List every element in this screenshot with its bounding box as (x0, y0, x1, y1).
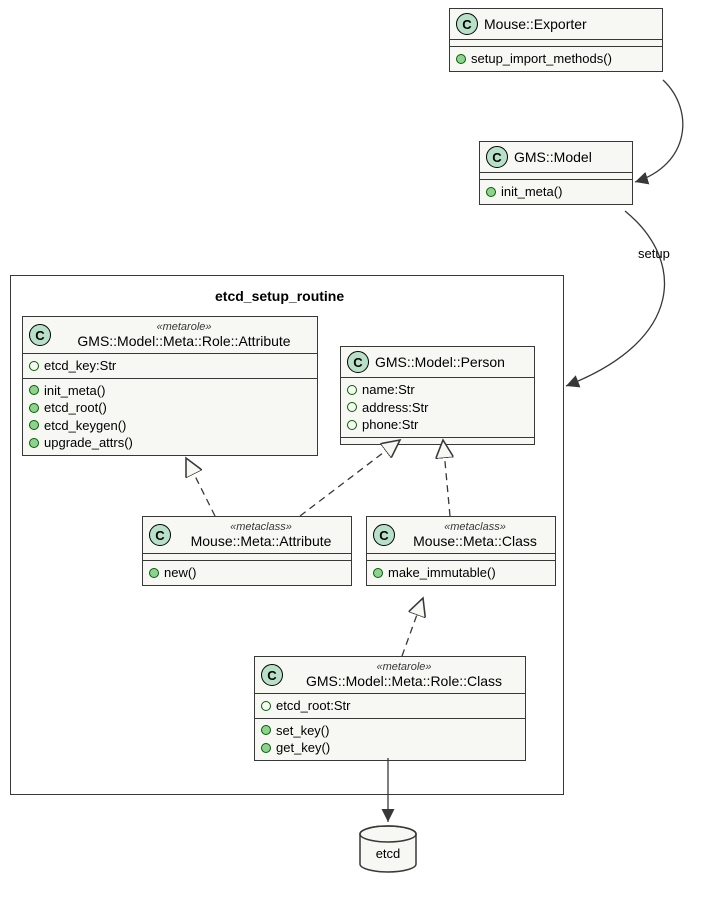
visibility-package-icon (347, 385, 357, 395)
class-meta-attribute: C «metaclass» Mouse::Meta::Attribute new… (142, 516, 352, 586)
class-methods: setup_import_methods() (450, 47, 662, 71)
class-attrs: etcd_key:Str (23, 354, 317, 379)
attr-label: phone:Str (362, 416, 418, 434)
method-row: get_key() (261, 739, 519, 757)
method-label: init_meta() (44, 382, 105, 400)
edge-exporter-to-model (635, 80, 683, 182)
method-label: setup_import_methods() (471, 50, 612, 68)
visibility-public-icon (29, 385, 39, 395)
class-icon: C (29, 324, 51, 346)
visibility-public-icon (261, 743, 271, 753)
class-meta-class: C «metaclass» Mouse::Meta::Class make_im… (366, 516, 556, 586)
class-icon: C (456, 13, 478, 35)
package-title: etcd_setup_routine (215, 288, 344, 304)
attr-row: address:Str (347, 399, 528, 417)
method-label: init_meta() (501, 183, 562, 201)
attr-label: etcd_root:Str (276, 697, 350, 715)
class-gms-model: C GMS::Model init_meta() (479, 141, 633, 205)
class-methods-empty (341, 438, 534, 444)
visibility-public-icon (29, 420, 39, 430)
class-mouse-exporter: C Mouse::Exporter setup_import_methods() (449, 8, 663, 72)
attr-label: name:Str (362, 381, 415, 399)
class-icon: C (261, 664, 283, 686)
database-label: etcd (376, 846, 401, 861)
stereotype-label: «metarole» (156, 321, 211, 333)
attr-row: name:Str (347, 381, 528, 399)
stereotype-label: «metarole» (376, 661, 431, 673)
class-icon: C (347, 351, 369, 373)
method-label: new() (164, 564, 197, 582)
class-methods: init_meta() etcd_root() etcd_keygen() up… (23, 379, 317, 455)
class-icon: C (149, 524, 171, 546)
visibility-public-icon (486, 187, 496, 197)
attr-label: address:Str (362, 399, 428, 417)
method-row: new() (149, 564, 345, 582)
visibility-public-icon (29, 438, 39, 448)
class-attrs-empty (450, 40, 662, 47)
attr-row: etcd_root:Str (261, 697, 519, 715)
class-methods: init_meta() (480, 180, 632, 204)
method-label: upgrade_attrs() (44, 434, 133, 452)
class-role-class: C «metarole» GMS::Model::Meta::Role::Cla… (254, 656, 526, 761)
method-label: etcd_root() (44, 399, 107, 417)
class-attrs: name:Str address:Str phone:Str (341, 378, 534, 438)
attr-label: etcd_key:Str (44, 357, 116, 375)
class-name-label: Mouse::Meta::Class (413, 533, 537, 549)
method-row: upgrade_attrs() (29, 434, 311, 452)
class-name-label: GMS::Model::Meta::Role::Attribute (77, 333, 290, 349)
method-row: init_meta() (486, 183, 626, 201)
visibility-public-icon (373, 568, 383, 578)
visibility-package-icon (29, 361, 39, 371)
class-name-label: GMS::Model::Meta::Role::Class (306, 673, 502, 689)
method-row: set_key() (261, 722, 519, 740)
class-icon: C (373, 524, 395, 546)
class-methods: make_immutable() (367, 561, 555, 585)
method-row: etcd_root() (29, 399, 311, 417)
visibility-package-icon (347, 420, 357, 430)
method-row: init_meta() (29, 382, 311, 400)
visibility-public-icon (29, 403, 39, 413)
method-label: get_key() (276, 739, 330, 757)
visibility-public-icon (149, 568, 159, 578)
class-attrs-empty (143, 554, 351, 561)
class-role-attribute: C «metarole» GMS::Model::Meta::Role::Att… (22, 316, 318, 456)
method-label: make_immutable() (388, 564, 496, 582)
class-name-label: GMS::Model::Person (375, 354, 505, 370)
visibility-package-icon (261, 701, 271, 711)
class-methods: new() (143, 561, 351, 585)
class-attrs-empty (480, 173, 632, 180)
method-label: set_key() (276, 722, 329, 740)
attr-row: phone:Str (347, 416, 528, 434)
class-methods: set_key() get_key() (255, 719, 525, 760)
class-name-label: Mouse::Exporter (484, 16, 587, 32)
class-person: C GMS::Model::Person name:Str address:St… (340, 346, 535, 445)
class-attrs-empty (367, 554, 555, 561)
edge-setup (566, 211, 664, 386)
stereotype-label: «metaclass» (444, 521, 506, 533)
database-etcd: etcd (358, 824, 418, 878)
method-row: etcd_keygen() (29, 417, 311, 435)
class-name-label: Mouse::Meta::Attribute (191, 533, 332, 549)
class-name-label: GMS::Model (514, 149, 592, 165)
visibility-public-icon (456, 54, 466, 64)
method-row: setup_import_methods() (456, 50, 656, 68)
visibility-public-icon (261, 725, 271, 735)
class-icon: C (486, 146, 508, 168)
class-attrs: etcd_root:Str (255, 694, 525, 719)
method-row: make_immutable() (373, 564, 549, 582)
attr-row: etcd_key:Str (29, 357, 311, 375)
visibility-package-icon (347, 402, 357, 412)
stereotype-label: «metaclass» (230, 521, 292, 533)
method-label: etcd_keygen() (44, 417, 126, 435)
edge-label-setup: setup (638, 246, 670, 261)
